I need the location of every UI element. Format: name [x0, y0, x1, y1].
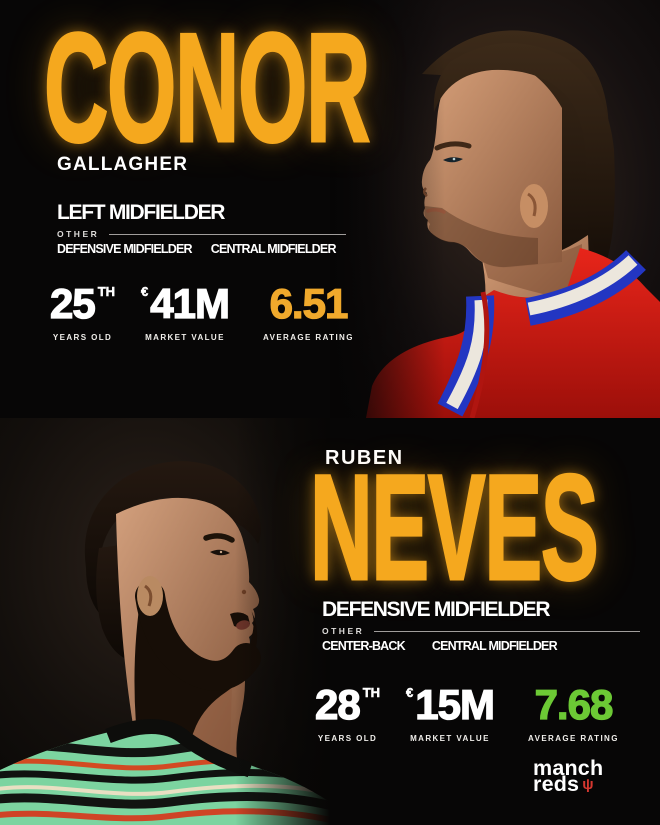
player2-other-row: OTHER [322, 626, 640, 636]
player1-market-value-stat: € 41M MARKET VALUE [141, 280, 231, 342]
player1-highlight-name: CONOR [43, 1, 371, 174]
brand-line2: reds [533, 771, 580, 796]
player1-age-label: YEARS OLD [52, 333, 113, 342]
player1-market-label: MARKET VALUE [145, 333, 225, 342]
player1-secondary-name: GALLAGHER [57, 154, 189, 175]
player2-rating-value: 7.68 [534, 681, 614, 728]
photo2-right-fade [235, 418, 330, 825]
player2-other-positions: CENTER-BACK CENTRAL MIDFIELDER [322, 639, 558, 653]
player2-head [84, 461, 261, 763]
player2-age-stat: 28 TH YEARS OLD [314, 681, 381, 743]
player2-other-position-2: CENTRAL MIDFIELDER [431, 639, 558, 653]
player2-photo [0, 418, 330, 825]
player1-other-row: OTHER [57, 229, 346, 239]
euro-symbol: € [141, 284, 149, 299]
divider-line [109, 233, 346, 235]
player2-market-value-stat: € 15M MARKET VALUE [406, 681, 496, 743]
player1-market-value: 41M [150, 280, 231, 327]
player2-rating-stat: 7.68 AVERAGE RATING [528, 681, 619, 743]
player1-main-position: LEFT MIDFIELDER [57, 201, 225, 224]
player1-age-value: 25 [49, 280, 96, 327]
photo1-left-fade [330, 0, 445, 418]
player2-market-label: MARKET VALUE [410, 734, 490, 743]
player1-other-position-1: DEFENSIVE MIDFIELDER [57, 242, 193, 256]
player2-age-label: YEARS OLD [317, 734, 378, 743]
player2-highlight-name: NEVES [309, 443, 599, 611]
brand-logo: manch reds ψ [533, 756, 604, 796]
player1-rating-value: 6.51 [269, 280, 349, 327]
euro-symbol: € [406, 685, 414, 700]
player1-other-label: OTHER [57, 229, 100, 239]
divider-line [374, 630, 640, 632]
brand-line1: manch [533, 756, 604, 780]
player1-rating-stat: 6.51 AVERAGE RATING [263, 280, 354, 342]
player2-age-suffix: TH [362, 685, 381, 700]
player1-other-position-2: CENTRAL MIDFIELDER [210, 242, 337, 256]
devil-trident-icon: ψ [582, 775, 594, 793]
player2-secondary-name: RUBEN [325, 447, 404, 469]
player2-main-position: DEFENSIVE MIDFIELDER [322, 598, 551, 621]
player2-other-label: OTHER [322, 626, 365, 636]
player1-rating-label: AVERAGE RATING [263, 333, 354, 342]
player2-other-position-1: CENTER-BACK [322, 639, 406, 653]
player2-age-value: 28 [314, 681, 361, 728]
player1-age-suffix: TH [97, 284, 116, 299]
player1-other-positions: DEFENSIVE MIDFIELDER CENTRAL MIDFIELDER [57, 242, 336, 256]
player2-rating-label: AVERAGE RATING [528, 734, 619, 743]
player1-age-stat: 25 TH YEARS OLD [49, 280, 116, 342]
player1-photo [330, 0, 660, 418]
player2-market-value: 15M [415, 681, 496, 728]
